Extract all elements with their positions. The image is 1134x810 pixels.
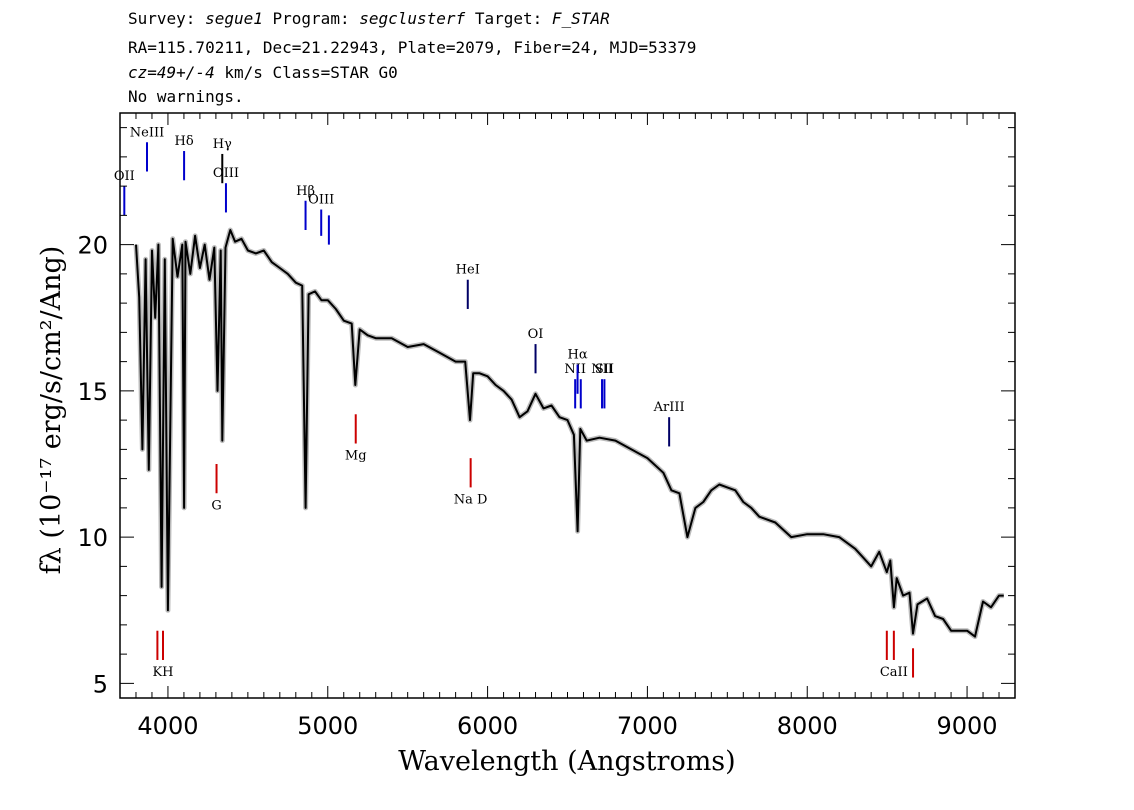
spectrum-series [135,229,1004,638]
title-line-3: cz=49+/-4 km/s Class=STAR G0 [128,63,398,82]
line-marker-label: KH [152,665,173,680]
line-marker-label: OIII [308,193,334,208]
y-tick-label: 5 [93,670,108,698]
line-marker-label: NeIII [130,125,164,140]
y-tick-label: 15 [77,378,108,406]
title-line-1: Survey: segue1 Program: segclusterf Targ… [128,9,610,28]
line-marker-label: NII [591,362,613,377]
y-axis: 5 10 15 20 [77,127,1015,698]
y-tick-label: 10 [77,524,108,552]
line-marker-label: OII [114,169,135,184]
line-marker-label: OIII [213,166,239,181]
x-axis: 4000 5000 6000 7000 8000 9000 [119,113,1016,740]
line-marker-label: Hδ [175,134,194,149]
line-marker-label: Na D [454,492,488,507]
line-marker-label: Hγ [213,137,232,152]
x-tick-label: 6000 [457,712,518,740]
x-tick-label: 9000 [937,712,998,740]
line-marker-label: HeI [456,263,480,278]
line-marker-label: CaII [880,665,908,680]
x-tick-label: 8000 [777,712,838,740]
line-marker-label: Mg [345,449,367,464]
error-band [133,227,1004,640]
line-marker-label: Hβ [296,184,315,199]
line-marker-label: OI [528,327,544,342]
x-tick-label: 5000 [297,712,358,740]
x-tick-label: 7000 [617,712,678,740]
x-axis-label: Wavelength (Angstroms) [398,746,735,777]
error-band-line [133,227,1004,640]
y-tick-label: 20 [77,232,108,260]
plot-frame [119,112,1016,699]
line-marker-label: Hα [568,348,588,363]
line-marker-label: SII [595,362,614,377]
y-axis-label: fλ (10⁻¹⁷ erg/s/cm²/Ang) [36,246,67,575]
line-marker-label: NII [564,362,586,377]
line-marker-label: ArIII [653,400,685,415]
title-line-2: RA=115.70211, Dec=21.22943, Plate=2079, … [128,38,697,57]
title-line-4: No warnings. [128,87,244,106]
line-marker-label: G [211,498,221,513]
spectrum-line [135,229,1004,638]
x-tick-label: 4000 [137,712,198,740]
